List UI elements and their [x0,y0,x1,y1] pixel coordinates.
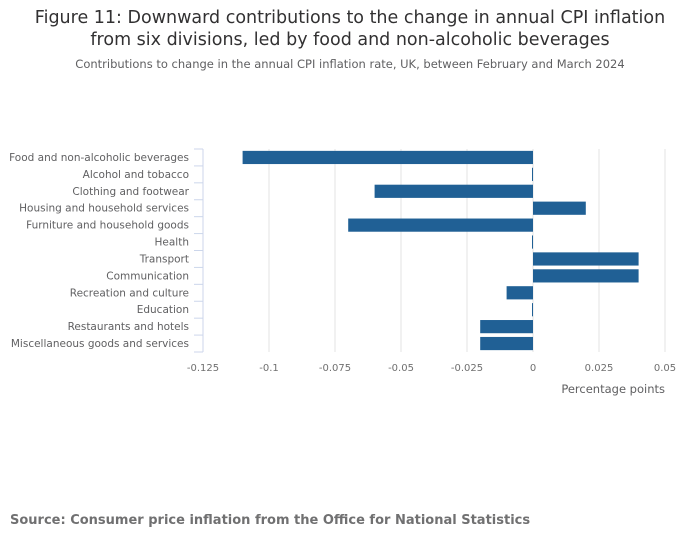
bar [533,269,639,283]
category-label: Communication [106,270,189,282]
x-tick-label: 0.05 [654,363,676,374]
bar [533,201,586,215]
bar [532,167,533,181]
gridlines [268,149,666,352]
bar [374,184,533,198]
x-tick-label: 0 [530,363,536,374]
category-label: Recreation and culture [70,287,189,299]
x-tick-label: -0.075 [319,363,351,374]
x-tick-label: -0.1 [259,363,279,374]
x-axis-ticks: -0.125 -0.1 -0.075 -0.05 -0.025 0 0.025 0.05 [187,363,676,374]
chart-title-line-2: from six divisions, led by food and non-… [90,30,610,50]
chart-title-line-1: Figure 11: Downward contributions to the… [34,8,666,28]
bar [532,303,533,317]
category-label: Miscellaneous goods and services [11,338,189,350]
bar [480,320,533,334]
x-tick-label: -0.025 [451,363,483,374]
category-label: Health [155,237,189,249]
bar [533,252,639,266]
category-label: Clothing and footwear [72,186,189,198]
bar [348,218,533,232]
category-label: Food and non-alcoholic beverages [9,152,189,164]
x-tick-label: -0.05 [388,363,414,374]
category-label: Housing and household services [19,203,189,215]
category-label: Furniture and household goods [26,220,189,232]
bar [506,286,533,300]
x-tick-label: 0.025 [585,363,614,374]
y-axis: Food and non-alcoholic beverages Alcohol … [9,148,204,353]
category-label: Alcohol and tobacco [83,169,189,181]
category-label: Transport [139,253,189,265]
bar [242,150,533,165]
category-label: Education [137,304,189,316]
x-tick-label: -0.125 [187,363,219,374]
bar [532,235,533,249]
x-axis-title: Percentage points [561,382,665,396]
category-label: Restaurants and hotels [68,321,189,333]
bar [480,336,533,351]
bars [242,150,639,351]
source-note: Source: Consumer price inflation from th… [10,513,531,528]
chart-title: Figure 11: Downward contributions to the… [0,7,700,51]
chart-subtitle: Contributions to change in the annual CP… [75,57,625,71]
